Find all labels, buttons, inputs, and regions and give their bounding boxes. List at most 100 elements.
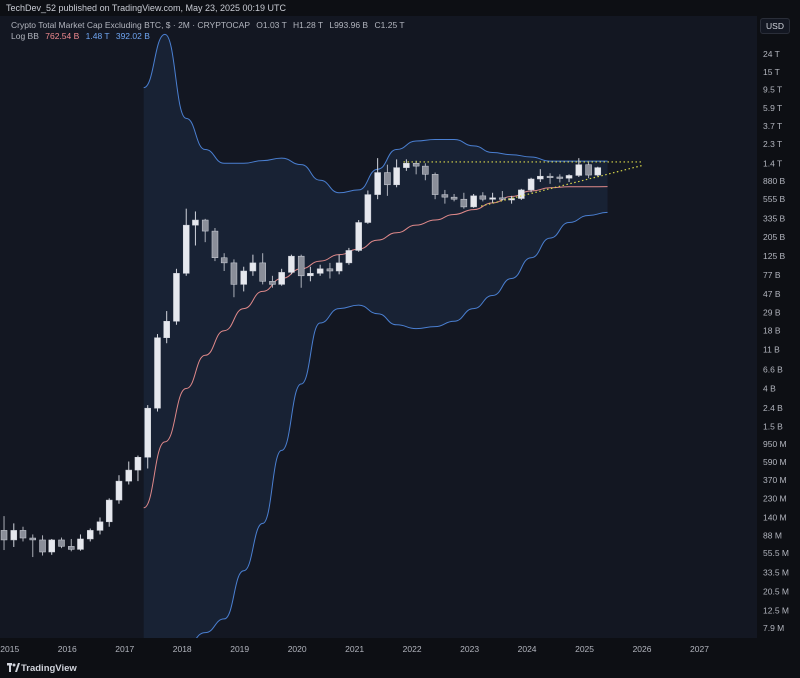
x-tick-label: 2026	[633, 644, 652, 654]
x-tick-label: 2015	[0, 644, 19, 654]
y-tick-label: 950 M	[763, 439, 787, 449]
symbol-title: Crypto Total Market Cap Excluding BTC, $…	[11, 20, 250, 30]
candle-body	[355, 222, 362, 251]
candle-body	[39, 539, 46, 553]
candle-body	[316, 268, 324, 274]
chart-pane[interactable]	[0, 16, 757, 638]
candle-body	[565, 175, 573, 179]
candle-body	[249, 262, 257, 272]
x-tick-label: 2021	[345, 644, 364, 654]
x-tick-label: 2022	[403, 644, 422, 654]
y-tick-label: 370 M	[763, 475, 787, 485]
candle-body	[326, 268, 334, 272]
x-tick-label: 2016	[58, 644, 77, 654]
candle-body	[288, 255, 295, 273]
y-tick-label: 11 B	[763, 345, 780, 355]
x-tick-label: 2027	[690, 644, 709, 654]
candle-body	[154, 337, 161, 409]
y-tick-label: 140 M	[763, 512, 787, 522]
y-tick-label: 1.5 B	[763, 421, 783, 431]
y-tick-label: 77 B	[763, 270, 781, 280]
y-tick-label: 125 B	[763, 251, 786, 261]
y-tick-label: 7.9 M	[763, 623, 784, 633]
candle-body	[163, 321, 170, 338]
publisher-bar: TechDev_52 published on TradingView.com,…	[0, 0, 800, 16]
candle-body	[48, 539, 55, 553]
candle-body	[10, 530, 18, 541]
candle-body	[422, 165, 429, 175]
y-tick-label: 20.5 M	[763, 586, 789, 596]
candle-body	[68, 546, 75, 550]
candle-body	[537, 175, 544, 180]
x-tick-label: 2023	[460, 644, 479, 654]
candle-body	[412, 163, 420, 167]
y-tick-label: 88 M	[763, 530, 782, 540]
y-tick-label: 9.5 T	[763, 85, 782, 95]
y-tick-label: 205 B	[763, 232, 786, 242]
y-tick-label: 4 B	[763, 384, 776, 394]
candle-body	[192, 219, 199, 226]
candle-body	[431, 174, 439, 195]
candle-body	[460, 198, 468, 208]
candle-body	[115, 480, 123, 501]
y-tick-label: 3.7 T	[763, 121, 782, 131]
x-tick-label: 2018	[173, 644, 192, 654]
candle-body	[393, 167, 400, 186]
publisher-text: TechDev_52 published on TradingView.com,…	[6, 3, 287, 13]
price-chart[interactable]: 24 T 15 T 9.5 T 5.9 T 3.7 T 2.3 T 1.4 T 880 B 55…	[0, 16, 800, 658]
x-tick-label: 2019	[230, 644, 249, 654]
candle-body	[403, 163, 410, 168]
y-tick-label: 880 B	[763, 176, 786, 186]
candle-body	[220, 257, 228, 264]
bb-upper-value: 1.48 T	[85, 31, 110, 41]
candle-body	[211, 230, 219, 258]
candle-body	[575, 164, 583, 176]
candle-body	[384, 172, 391, 186]
candle-body	[499, 197, 506, 200]
candle-body	[259, 262, 266, 282]
candle-body	[546, 175, 554, 178]
close-value: C1.25 T	[374, 20, 405, 30]
bb-lower-value: 392.02 B	[115, 31, 150, 41]
y-tick-label: 47 B	[763, 289, 781, 299]
candle-body	[556, 176, 564, 179]
y-tick-label: 29 B	[763, 307, 781, 317]
candle-body	[479, 195, 487, 200]
bb-lower-line	[195, 211, 608, 638]
candle-body	[230, 262, 238, 285]
candle-body	[29, 537, 37, 541]
candle-body	[518, 189, 525, 199]
x-tick-label: 2017	[115, 644, 134, 654]
y-tick-label: 33.5 M	[763, 567, 789, 577]
candle-body	[335, 262, 343, 272]
candle-body	[125, 469, 133, 482]
candle-body	[594, 167, 602, 176]
x-tick-label: 2020	[288, 644, 307, 654]
candle-body	[105, 499, 113, 523]
candle-body	[0, 530, 8, 541]
indicator-legend[interactable]: Log BB 762.54 B 1.48 T 392.02 B	[11, 31, 150, 41]
candle-body	[278, 272, 285, 285]
tradingview-logo-icon	[7, 663, 20, 672]
y-tick-label: 55.5 M	[763, 548, 789, 558]
candle-body	[240, 270, 247, 285]
symbol-legend: Crypto Total Market Cap Excluding BTC, $…	[11, 20, 405, 30]
y-tick-label: 1.4 T	[763, 158, 782, 168]
y-tick-label: 230 M	[763, 493, 787, 503]
y-tick-label: 555 B	[763, 194, 786, 204]
candle-body	[144, 407, 151, 458]
high-value: H1.28 T	[293, 20, 323, 30]
candle-body	[173, 273, 180, 322]
y-tick-label: 18 B	[763, 326, 781, 336]
candle-body	[58, 539, 65, 547]
y-tick-label: 12.5 M	[763, 605, 789, 615]
x-tick-label: 2025	[575, 644, 594, 654]
currency-button[interactable]: USD	[760, 18, 790, 34]
candle-body	[182, 224, 190, 274]
y-tick-label: 6.6 B	[763, 364, 783, 374]
footer: TradingView	[0, 658, 800, 678]
low-value: L993.96 B	[329, 20, 369, 30]
candle-body	[96, 521, 104, 531]
candle-body	[19, 530, 27, 539]
candle-body	[450, 196, 458, 200]
